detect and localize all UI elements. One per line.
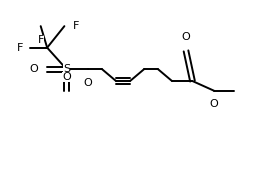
Text: F: F (37, 35, 44, 45)
Text: O: O (210, 99, 218, 109)
Text: O: O (29, 64, 38, 74)
Text: S: S (63, 64, 70, 74)
Text: F: F (17, 43, 23, 53)
Text: O: O (84, 78, 93, 88)
Text: F: F (73, 21, 79, 31)
Text: O: O (182, 32, 190, 42)
Text: O: O (62, 72, 71, 82)
